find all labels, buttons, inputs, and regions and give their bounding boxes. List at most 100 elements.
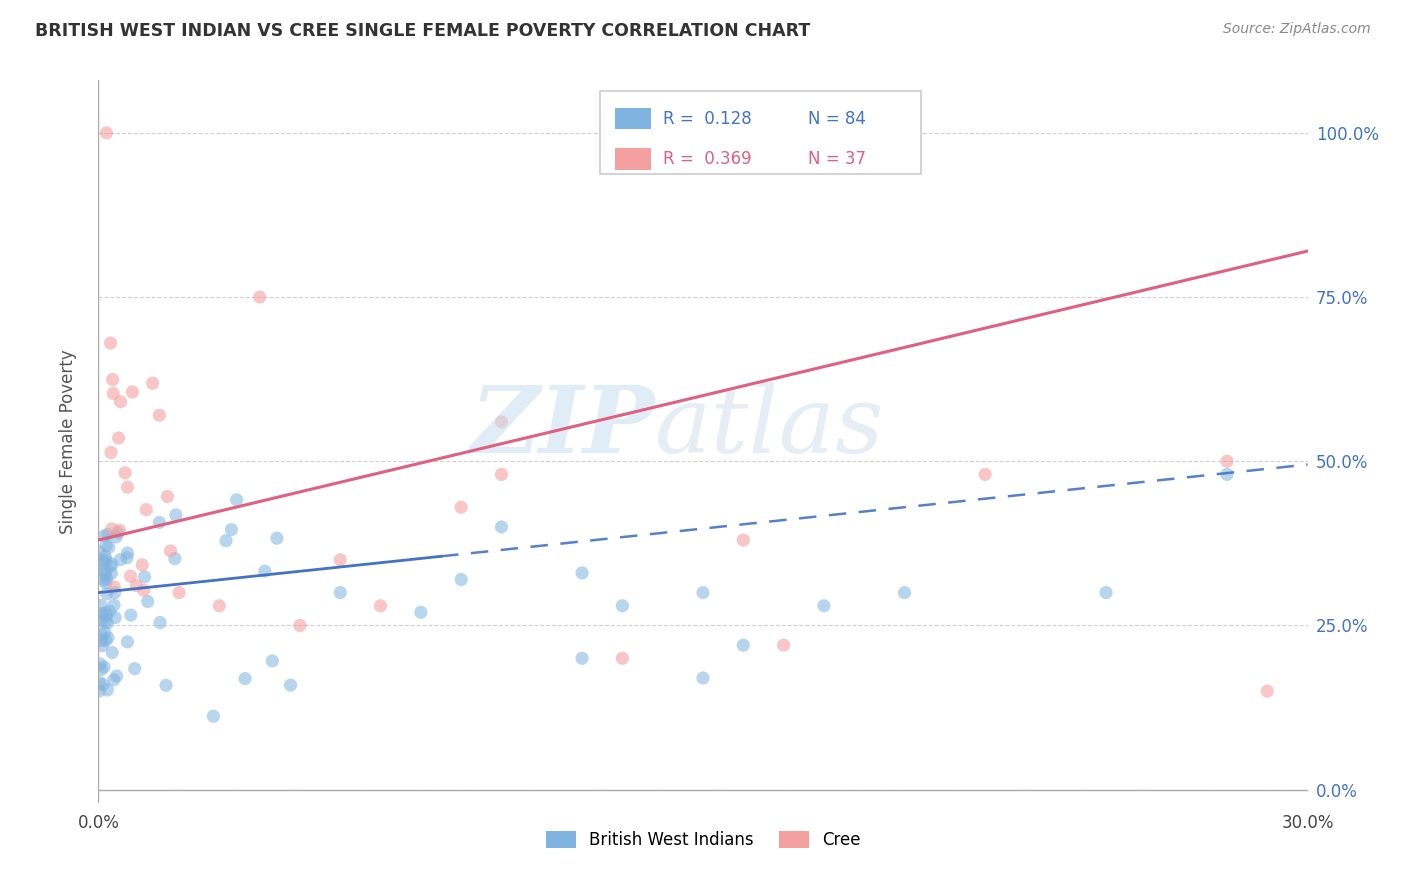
Point	[134, 570, 156, 584]
Point	[450, 500, 472, 515]
Point	[1216, 467, 1239, 482]
Point	[96, 572, 118, 586]
Point	[90, 628, 112, 642]
Point	[131, 558, 153, 572]
Point	[120, 569, 142, 583]
Point	[91, 677, 114, 691]
Point	[132, 583, 155, 598]
Point	[94, 633, 117, 648]
Point	[692, 585, 714, 599]
Text: ZIP: ZIP	[471, 382, 655, 472]
Point	[90, 663, 112, 677]
Point	[148, 409, 170, 423]
Point	[101, 557, 124, 571]
Point	[91, 633, 114, 648]
Point	[96, 538, 118, 552]
Point	[491, 415, 513, 429]
Point	[215, 533, 238, 548]
Point	[262, 654, 284, 668]
Point	[94, 625, 117, 640]
Text: BRITISH WEST INDIAN VS CREE SINGLE FEMALE POVERTY CORRELATION CHART: BRITISH WEST INDIAN VS CREE SINGLE FEMAL…	[35, 22, 810, 40]
Point	[100, 336, 122, 351]
Text: N = 84: N = 84	[808, 110, 866, 128]
Bar	[614, 108, 651, 129]
Point	[97, 541, 120, 555]
Point	[225, 492, 247, 507]
Point	[94, 553, 117, 567]
Point	[733, 638, 755, 652]
Point	[370, 599, 392, 613]
Point	[163, 551, 186, 566]
Point	[1095, 585, 1118, 599]
Point	[104, 610, 127, 624]
Point	[89, 545, 111, 559]
Point	[148, 516, 170, 530]
Point	[233, 672, 256, 686]
Point	[89, 657, 111, 671]
Point	[91, 607, 114, 621]
Point	[101, 522, 124, 536]
Point	[90, 614, 112, 628]
Point	[974, 467, 997, 482]
Point	[101, 373, 124, 387]
Point	[105, 530, 128, 544]
Point	[280, 678, 302, 692]
Point	[167, 585, 190, 599]
Point	[89, 675, 111, 690]
Point	[110, 394, 132, 409]
Point	[100, 445, 122, 459]
Point	[105, 669, 128, 683]
Point	[202, 709, 225, 723]
Point	[208, 599, 231, 613]
Point	[329, 553, 352, 567]
Point	[117, 635, 139, 649]
Point	[103, 598, 125, 612]
Text: R =  0.128: R = 0.128	[664, 110, 752, 128]
Point	[94, 549, 117, 564]
Point	[108, 523, 131, 537]
Point	[94, 576, 117, 591]
Point	[114, 466, 136, 480]
Point	[93, 574, 115, 588]
Point	[893, 585, 915, 599]
Point	[103, 580, 125, 594]
Point	[90, 599, 112, 613]
Point	[165, 508, 187, 522]
Point	[142, 376, 165, 391]
Bar	[614, 148, 651, 170]
Point	[93, 529, 115, 543]
Point	[772, 638, 794, 652]
Point	[266, 531, 288, 545]
Point	[93, 553, 115, 567]
Point	[101, 646, 124, 660]
Legend: British West Indians, Cree: British West Indians, Cree	[538, 824, 868, 856]
Text: N = 37: N = 37	[808, 150, 866, 169]
Point	[612, 599, 634, 613]
Point	[94, 565, 117, 579]
Point	[571, 566, 593, 580]
Point	[733, 533, 755, 547]
Point	[94, 567, 117, 582]
Text: atlas: atlas	[655, 382, 884, 472]
Point	[450, 573, 472, 587]
Point	[107, 525, 129, 540]
Point	[249, 290, 271, 304]
Point	[100, 559, 122, 574]
Point	[104, 585, 127, 599]
Point	[159, 544, 181, 558]
Point	[96, 587, 118, 601]
Point	[117, 480, 139, 494]
Point	[221, 523, 243, 537]
Point	[491, 520, 513, 534]
Point	[96, 615, 118, 630]
Point	[1216, 454, 1239, 468]
Point	[156, 490, 179, 504]
Point	[155, 678, 177, 692]
Point	[409, 605, 432, 619]
Point	[491, 467, 513, 482]
Point	[136, 594, 159, 608]
Text: R =  0.369: R = 0.369	[664, 150, 752, 169]
Point	[117, 546, 139, 560]
Point	[288, 618, 311, 632]
Point	[149, 615, 172, 630]
